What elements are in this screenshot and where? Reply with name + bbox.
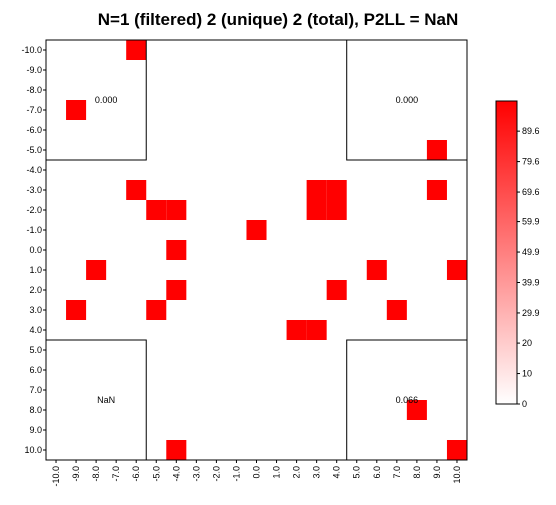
x-tick-label: 0.0 <box>252 466 262 479</box>
heatmap-cell <box>326 200 347 220</box>
x-tick-label: -7.0 <box>111 466 121 482</box>
colorbar-tick-label: 0 <box>522 399 527 409</box>
y-tick-label: -4.0 <box>26 165 42 175</box>
y-tick-label: 2.0 <box>29 285 42 295</box>
colorbar-tick-label: 79.6 <box>522 157 540 167</box>
heatmap-cell <box>166 200 187 220</box>
y-tick-label: 7.0 <box>29 385 42 395</box>
y-tick-label: -2.0 <box>26 205 42 215</box>
colorbar-tick-label: 49.9 <box>522 247 540 257</box>
x-tick-label: -9.0 <box>71 466 81 482</box>
colorbar-tick-label: 39.9 <box>522 277 540 287</box>
quadrant-label: 0.066 <box>396 395 419 405</box>
y-tick-label: 0.0 <box>29 245 42 255</box>
y-tick-label: -8.0 <box>26 85 42 95</box>
y-tick-label: 10.0 <box>24 445 42 455</box>
x-tick-label: -3.0 <box>191 466 201 482</box>
heatmap-cell <box>366 260 387 280</box>
x-tick-label: 3.0 <box>312 466 322 479</box>
quadrant-label: NaN <box>97 395 115 405</box>
x-tick-label: 5.0 <box>352 466 362 479</box>
heatmap-cell <box>146 200 167 220</box>
heatmap-cell <box>146 300 167 320</box>
heatmap-cell <box>126 40 147 60</box>
colorbar-tick-label: 29.9 <box>522 308 540 318</box>
x-tick-label: 9.0 <box>432 466 442 479</box>
heatmap-cell <box>426 140 447 160</box>
x-tick-label: -2.0 <box>211 466 221 482</box>
x-tick-label: 2.0 <box>292 466 302 479</box>
heatmap-cell <box>386 300 407 320</box>
y-tick-label: -10.0 <box>21 45 42 55</box>
x-tick-label: -10.0 <box>51 466 61 487</box>
x-tick-label: 10.0 <box>452 466 462 484</box>
colorbar-tick-label: 59.9 <box>522 217 540 227</box>
colorbar-tick-label: 69.6 <box>522 187 540 197</box>
heatmap-cell <box>286 320 307 340</box>
x-tick-label: 8.0 <box>412 466 422 479</box>
colorbar-ticks: 0 10 20 29.9 39.9 49.9 59.9 69.6 79.6 89.6 <box>517 126 540 409</box>
x-tick-label: 7.0 <box>392 466 402 479</box>
chart-title: N=1 (filtered) 2 (unique) 2 (total), P2L… <box>98 10 459 29</box>
heatmap-cell <box>66 100 87 120</box>
x-tick-label: 1.0 <box>272 466 282 479</box>
y-tick-label: 1.0 <box>29 265 42 275</box>
x-tick-label: -8.0 <box>91 466 101 482</box>
x-tick-label: -6.0 <box>131 466 141 482</box>
x-tick-label: -5.0 <box>151 466 161 482</box>
heatmap-cell <box>166 280 187 300</box>
heatmap-cell <box>166 440 187 460</box>
quadrant-box <box>45 339 147 461</box>
y-tick-label: -3.0 <box>26 185 42 195</box>
heatmap-cell <box>326 180 347 200</box>
heatmap-cell <box>306 320 327 340</box>
heatmap-cell <box>326 280 347 300</box>
y-tick-label: -7.0 <box>26 105 42 115</box>
y-axis-ticks: -10.0 -9.0 -8.0 -7.0 -6.0 -5.0 -4.0 -3.0 -2.0 -1.… <box>21 45 46 455</box>
x-axis-ticks: -10.0 -9.0 -8.0 -7.0 -6.0 -5.0 -4.0 -3.0 -2.0 -1.… <box>51 460 462 487</box>
colorbar-tick-label: 10 <box>522 369 532 379</box>
y-tick-label: -1.0 <box>26 225 42 235</box>
heatmap-cell <box>406 400 427 420</box>
x-tick-label: 4.0 <box>332 466 342 479</box>
quadrant-label: 0.000 <box>95 95 118 105</box>
y-tick-label: 9.0 <box>29 425 42 435</box>
heatmap-cell <box>446 260 467 280</box>
y-tick-label: -6.0 <box>26 125 42 135</box>
heatmap-cell <box>166 240 187 260</box>
heatmap-cell <box>306 180 327 200</box>
y-tick-label: 3.0 <box>29 305 42 315</box>
y-tick-label: 4.0 <box>29 325 42 335</box>
heatmap-cell <box>126 180 147 200</box>
y-tick-label: -5.0 <box>26 145 42 155</box>
y-tick-label: 8.0 <box>29 405 42 415</box>
heatmap-cell <box>66 300 87 320</box>
y-tick-label: 6.0 <box>29 365 42 375</box>
heatmap-cell <box>246 220 267 240</box>
heatmap-cell <box>446 440 467 460</box>
colorbar <box>495 100 518 405</box>
cells-layer <box>66 40 467 460</box>
y-tick-label: 5.0 <box>29 345 42 355</box>
heatmap-cell <box>306 200 327 220</box>
x-tick-label: -4.0 <box>171 466 181 482</box>
quadrant-boxes-layer: 0.000 0.000 NaN 0.066 <box>45 39 468 461</box>
x-tick-label: 6.0 <box>372 466 382 479</box>
heatmap-cell <box>86 260 107 280</box>
x-tick-label: -1.0 <box>231 466 241 482</box>
colorbar-tick-label: 89.6 <box>522 126 540 136</box>
y-tick-label: -9.0 <box>26 65 42 75</box>
heatmap-cell <box>426 180 447 200</box>
colorbar-tick-label: 20 <box>522 338 532 348</box>
quadrant-label: 0.000 <box>396 95 419 105</box>
